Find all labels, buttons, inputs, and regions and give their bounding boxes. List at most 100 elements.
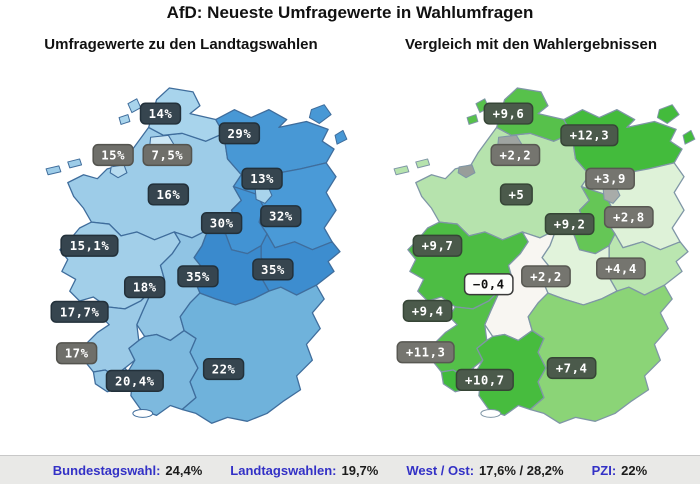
- value-label-mv-right: +12,3: [560, 124, 619, 147]
- island-4-left: [308, 104, 332, 124]
- value-label-text: +3,9: [594, 172, 626, 186]
- value-label-text: +7,4: [556, 361, 588, 375]
- value-label-rp-left: 17,7%: [50, 300, 109, 323]
- value-label-hh-right: +2,2: [490, 143, 541, 167]
- value-label-sh-left: 14%: [139, 102, 182, 125]
- value-label-text: 13%: [250, 172, 274, 186]
- value-label-box: [55, 342, 98, 365]
- value-label-box: [585, 167, 635, 190]
- value-label-text: +2,2: [500, 148, 532, 162]
- value-label-he-left: 18%: [123, 276, 166, 299]
- value-label-box: [50, 300, 109, 323]
- value-label-box: [603, 206, 654, 229]
- value-label-nw-right: +9,7: [412, 234, 463, 257]
- value-label-box: [483, 102, 534, 125]
- value-label-be-right: +3,9: [585, 167, 635, 190]
- value-label-box: [123, 276, 166, 299]
- value-label-bw-right: +10,7: [455, 368, 514, 391]
- value-label-text: 30%: [210, 217, 234, 231]
- value-label-box: [396, 341, 455, 364]
- value-label-he-right: −0,4: [463, 273, 514, 296]
- value-label-box: [455, 368, 514, 391]
- value-label-sl-right: +11,3: [396, 341, 455, 364]
- value-label-text: 32%: [269, 210, 293, 224]
- value-label-box: [218, 122, 261, 145]
- island-5-left: [334, 129, 348, 145]
- state-sh-left: [148, 87, 225, 142]
- footer-stat-label: PZI:: [591, 462, 617, 478]
- value-label-sh-right: +9,6: [483, 102, 534, 125]
- value-label-box: [105, 369, 164, 392]
- value-label-text: +12,3: [570, 129, 610, 143]
- island-4-right: [656, 104, 680, 124]
- value-label-text: 7,5%: [152, 148, 184, 162]
- value-label-text: +9,4: [412, 304, 444, 318]
- left-map: 14% 7,5% 15% 29% 16% 13% 32% 30% 15,1% 35% 35% 18% 1…: [30, 84, 360, 444]
- value-label-sn-right: +4,4: [596, 257, 646, 280]
- value-label-box: [521, 265, 571, 288]
- value-label-text: 15,1%: [70, 239, 110, 253]
- page-title: AfD: Neueste Umfragewerte in Wahlumfrage…: [166, 3, 534, 22]
- value-label-text: +2,2: [530, 270, 562, 284]
- value-label-hh-left: 7,5%: [142, 143, 193, 167]
- value-label-st-left: 30%: [200, 211, 243, 235]
- value-label-by-right: +7,4: [546, 356, 597, 380]
- value-label-text: 14%: [149, 107, 173, 121]
- island-1-right: [466, 114, 479, 125]
- value-label-text: 22%: [212, 362, 236, 376]
- footer-stat-value: 22%: [621, 462, 648, 478]
- value-label-text: 29%: [228, 127, 252, 141]
- value-label-box: [241, 167, 283, 190]
- value-label-text: 35%: [186, 270, 210, 284]
- value-label-sn-left: 35%: [252, 258, 294, 281]
- value-label-text: 17%: [65, 347, 89, 361]
- value-label-text: +9,7: [422, 239, 454, 253]
- value-label-by-left: 22%: [202, 357, 245, 381]
- value-label-text: +2,8: [613, 211, 645, 225]
- footer-stat-value: 24,4%: [165, 462, 203, 478]
- value-label-text: 16%: [157, 188, 181, 202]
- footer-stat-1: Landtagswahlen: 19,7%: [230, 463, 378, 478]
- value-label-text: −0,4: [473, 278, 505, 292]
- island-2-left: [45, 165, 62, 176]
- value-label-nw-left: 15,1%: [60, 234, 119, 257]
- value-label-box: [147, 183, 190, 206]
- value-label-box: [560, 124, 619, 147]
- value-label-sl-left: 17%: [55, 342, 98, 365]
- value-label-box: [463, 273, 514, 296]
- island-3-left: [67, 158, 83, 169]
- island-1-left: [118, 114, 131, 125]
- value-label-text: 20,4%: [115, 374, 155, 388]
- value-label-bb-right: +2,8: [603, 206, 654, 229]
- footer-stat-2: West / Ost: 17,6% / 28,2%: [406, 463, 563, 478]
- value-label-bb-left: 32%: [260, 205, 302, 228]
- value-label-rp-right: +9,4: [402, 299, 453, 322]
- value-label-box: [177, 265, 219, 288]
- left-map-subtitle: Umfragewerte zu den Landtagswahlen: [44, 36, 318, 53]
- value-label-bw-left: 20,4%: [105, 369, 164, 392]
- state-sh-right: [496, 87, 573, 142]
- value-label-box: [60, 234, 119, 257]
- value-label-ni-left: 16%: [147, 183, 190, 206]
- lake-constance-right: [480, 408, 502, 418]
- left-map-svg: 14% 7,5% 15% 29% 16% 13% 32% 30% 15,1% 35% 35% 18% 1…: [45, 87, 348, 424]
- value-label-text: 35%: [261, 263, 285, 277]
- value-label-text: +10,7: [465, 373, 505, 387]
- state-by-right: [527, 284, 673, 424]
- value-label-box: [202, 357, 245, 381]
- value-label-box: [402, 299, 453, 322]
- value-label-box: [544, 212, 595, 236]
- value-label-text: +9,2: [554, 217, 586, 231]
- value-label-be-left: 13%: [241, 167, 283, 190]
- right-map-subtitle: Vergleich mit den Wahlergebnissen: [404, 36, 657, 53]
- value-label-box: [139, 102, 182, 125]
- value-label-box: [200, 211, 243, 235]
- right-map: +9,6 +2,2 +12,3 +5 +3,9 +2,8 +9,2 +9,7 +4,4 +2,2 −…: [378, 84, 700, 444]
- state-hb-right: [457, 164, 476, 179]
- value-label-st-right: +9,2: [544, 212, 595, 236]
- value-label-text: +5: [508, 188, 524, 202]
- value-label-box: [490, 143, 541, 167]
- footer-stat-label: Landtagswahlen:: [230, 462, 337, 478]
- value-label-box: [142, 143, 193, 167]
- value-label-text: 15%: [101, 148, 125, 162]
